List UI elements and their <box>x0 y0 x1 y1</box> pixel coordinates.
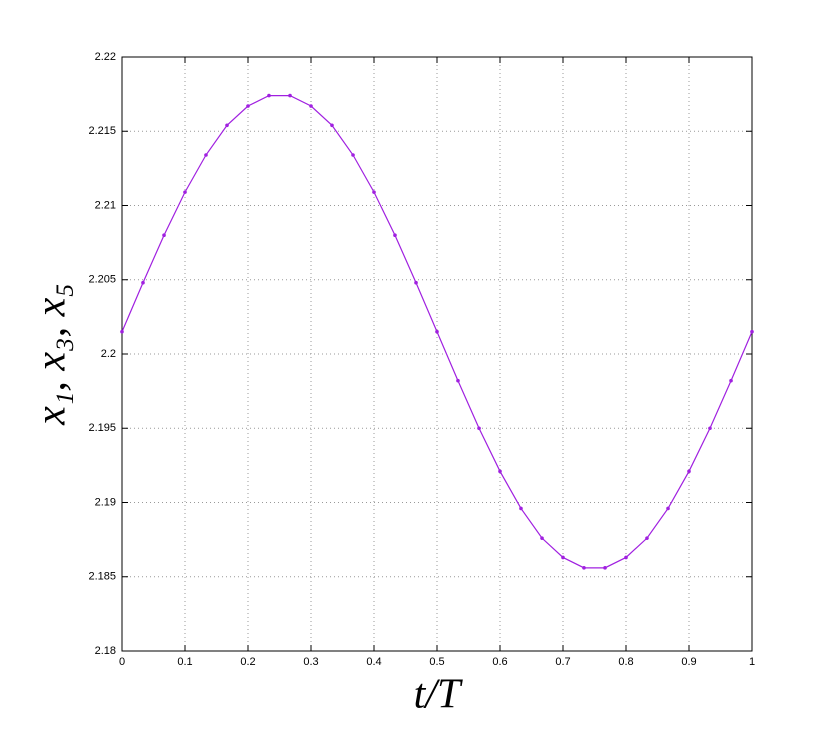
data-point <box>393 233 397 237</box>
data-point <box>183 190 187 194</box>
x-tick-label: 0.4 <box>366 656 381 668</box>
data-point <box>687 469 691 474</box>
data-point <box>225 123 229 128</box>
data-point <box>120 329 124 334</box>
data-point <box>750 329 754 334</box>
x-tick-label: 0 <box>119 656 125 668</box>
data-point <box>729 378 733 383</box>
y-tick-label: 2.19 <box>95 496 116 508</box>
data-point <box>582 566 586 570</box>
data-point <box>498 469 502 474</box>
y-tick-label: 2.185 <box>88 571 116 583</box>
y-tick-label: 2.215 <box>88 125 116 137</box>
y-tick-label: 2.2 <box>101 348 116 360</box>
y-tick-label: 2.205 <box>88 274 116 286</box>
data-point <box>603 566 607 570</box>
y-tick-label: 2.22 <box>95 51 116 63</box>
data-point <box>330 123 334 128</box>
x-tick-label: 0.7 <box>555 656 570 668</box>
data-point <box>141 280 145 285</box>
y-tick-label: 2.18 <box>95 645 116 657</box>
x-tick-label: 0.1 <box>177 656 192 668</box>
y-tick-label: 2.195 <box>88 422 116 434</box>
data-point <box>456 378 460 383</box>
x-tick-label: 0.3 <box>303 656 318 668</box>
data-point <box>540 536 544 540</box>
data-point <box>162 233 166 237</box>
x-axis-label: t/T <box>414 672 463 718</box>
data-point <box>372 190 376 194</box>
x-tick-label: 1 <box>749 656 755 668</box>
plot-frame <box>121 56 753 652</box>
data-point <box>645 536 649 540</box>
data-point <box>435 329 439 334</box>
x-tick-label: 0.2 <box>240 656 255 668</box>
x-tick-label: 0.5 <box>429 656 444 668</box>
x-tick-label: 0.8 <box>618 656 633 668</box>
x-tick-label: 0.6 <box>492 656 507 668</box>
y-axis-label: x₁, x₃, x₅ <box>29 283 75 426</box>
data-point <box>666 506 670 511</box>
data-point <box>624 555 628 560</box>
x-tick-label: 0.9 <box>681 656 696 668</box>
data-point <box>246 104 250 108</box>
data-point <box>288 93 292 98</box>
data-point <box>414 280 418 285</box>
data-point <box>351 153 355 157</box>
y-tick-label: 2.21 <box>95 199 116 211</box>
data-point <box>519 506 523 511</box>
data-point <box>267 93 271 98</box>
data-point <box>708 426 712 431</box>
data-point <box>309 104 313 108</box>
data-point <box>561 555 565 560</box>
data-point <box>204 153 208 157</box>
data-point <box>477 426 481 431</box>
